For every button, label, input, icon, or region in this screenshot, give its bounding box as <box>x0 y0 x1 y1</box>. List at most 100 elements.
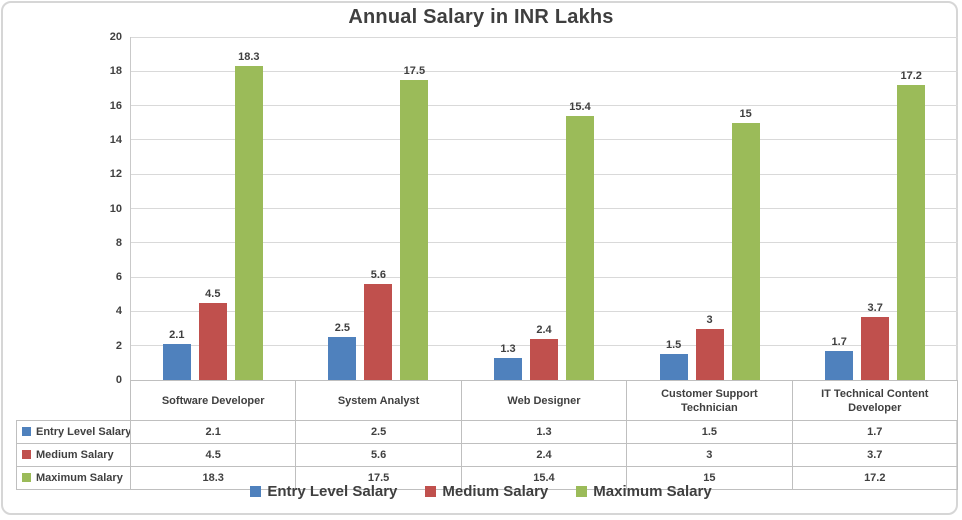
y-axis-line <box>130 37 131 380</box>
table-row-label: Maximum Salary <box>16 466 131 490</box>
bar-value-label: 2.4 <box>536 323 552 336</box>
table-value-cell: 5.6 <box>295 443 462 467</box>
gridline <box>130 242 958 244</box>
data-table: Software Developer System Analyst Web Desi… <box>16 380 959 490</box>
bar-value-label: 17.5 <box>403 64 426 77</box>
table-header-cell: Web Designer <box>460 380 628 421</box>
legend-swatch-icon <box>250 486 262 497</box>
table-header-cell: System Analyst <box>295 380 462 421</box>
gridline <box>130 173 958 175</box>
table-value-cell: 1.5 <box>626 420 793 444</box>
gridline <box>130 70 958 72</box>
bar-value-label: 15 <box>739 107 752 120</box>
table-header-row: Software Developer System Analyst Web Desi… <box>17 380 959 421</box>
series-key-icon <box>22 450 31 459</box>
gridline <box>130 36 958 38</box>
y-axis-tick-label: 20 <box>109 31 122 43</box>
bar: 17.2 <box>897 70 926 380</box>
y-axis-tick-label: 0 <box>115 374 122 386</box>
table-value-cell: 17.2 <box>791 466 959 490</box>
table-header-cell: Software Developer <box>129 380 297 421</box>
bar: 4.5 <box>198 288 227 380</box>
legend-item: Entry Level Salary <box>250 483 397 500</box>
bar-value-label: 2.5 <box>334 322 351 335</box>
table-row: Maximum Salary 18.3 17.5 15.4 15 17.2 <box>16 466 959 490</box>
y-axis-tick-label: 14 <box>109 133 122 146</box>
table-value-cell: 1.3 <box>460 420 628 444</box>
bar: 15.4 <box>565 101 594 380</box>
table-value-cell: 2.4 <box>460 443 628 467</box>
bar: 15 <box>731 108 760 380</box>
legend-item: Medium Salary <box>425 483 548 500</box>
bar-value-label: 5.6 <box>370 268 387 281</box>
bar: 3 <box>695 314 724 380</box>
y-axis-tick-label: 6 <box>115 271 122 284</box>
bar: 1.3 <box>493 343 522 380</box>
y-axis-tick-label: 18 <box>109 65 122 78</box>
bar-group: 2.5 5.6 17.5 <box>296 37 462 380</box>
bar-value-label: 1.3 <box>500 342 516 355</box>
gridline <box>130 139 958 141</box>
legend-swatch-icon <box>425 486 437 497</box>
bar: 1.5 <box>659 339 688 380</box>
gridline <box>130 208 958 209</box>
table-value-cell: 3.7 <box>791 443 959 467</box>
legend: Entry Level Salary Medium Salary Maximum S… <box>0 483 962 500</box>
bar-value-label: 15.4 <box>569 100 591 113</box>
legend-item-label: Maximum Salary <box>593 483 712 500</box>
bar-value-label: 2.1 <box>169 329 185 341</box>
table-value-cell: 15 <box>626 466 793 490</box>
gridline <box>130 105 958 107</box>
y-axis-tick-label: 10 <box>109 202 122 215</box>
bar-value-label: 17.2 <box>900 70 922 83</box>
series-key-icon <box>22 473 31 482</box>
table-header-cell: IT Technical Content Developer <box>791 380 959 421</box>
bar: 5.6 <box>364 269 393 380</box>
legend-item-label: Medium Salary <box>442 483 549 500</box>
y-axis-tick-label: 8 <box>115 236 122 249</box>
table-value-cell: 4.5 <box>129 443 297 467</box>
y-axis-tick-label: 2 <box>115 339 122 352</box>
bar: 1.7 <box>825 336 854 380</box>
table-value-cell: 2.1 <box>129 420 297 444</box>
table-value-cell: 1.7 <box>791 420 959 444</box>
bar-value-label: 4.5 <box>205 287 221 300</box>
bar-group: 2.1 4.5 18.3 <box>130 37 296 380</box>
bar-value-label: 18.3 <box>238 51 260 64</box>
bar-group: 1.3 2.4 15.4 <box>461 37 627 380</box>
bar: 2.5 <box>328 322 357 380</box>
bar-value-label: 1.7 <box>831 335 847 348</box>
bar-value-label: 3 <box>706 313 713 326</box>
table-value-cell: 18.3 <box>129 466 297 490</box>
table-header-cell: Customer Support Technician <box>626 380 793 421</box>
table-corner-cell <box>17 381 131 421</box>
legend-item: Maximum Salary <box>576 483 712 500</box>
table-row: Medium Salary 4.5 5.6 2.4 3 3.7 <box>16 443 959 467</box>
table-value-cell: 2.5 <box>295 420 462 444</box>
gridline <box>130 310 958 312</box>
table-row-label: Medium Salary <box>16 443 131 467</box>
table-value-cell: 15.4 <box>460 466 628 490</box>
bar-group: 1.5 3 15 <box>627 37 793 380</box>
bar-value-label: 1.5 <box>665 339 682 352</box>
series-key-icon <box>22 427 31 436</box>
y-axis-tick-label: 12 <box>109 168 122 181</box>
y-axis-tick-label: 4 <box>115 305 122 318</box>
table-row: Entry Level Salary 2.1 2.5 1.3 1.5 1.7 <box>16 420 959 444</box>
bar: 3.7 <box>861 302 890 380</box>
y-axis-tick-label: 16 <box>109 99 122 112</box>
bar: 2.1 <box>162 329 191 380</box>
chart-title: Annual Salary in INR Lakhs <box>348 6 614 28</box>
table-value-cell: 3 <box>626 443 793 467</box>
bar-value-label: 3.7 <box>867 301 883 314</box>
bar: 18.3 <box>234 51 263 380</box>
bar: 17.5 <box>400 65 429 380</box>
legend-swatch-icon <box>576 486 588 497</box>
gridline <box>130 276 958 278</box>
legend-item-label: Entry Level Salary <box>267 483 398 500</box>
bar: 2.4 <box>529 324 558 380</box>
bar-group: 1.7 3.7 17.2 <box>792 37 958 380</box>
table-row-label: Entry Level Salary <box>16 420 131 444</box>
